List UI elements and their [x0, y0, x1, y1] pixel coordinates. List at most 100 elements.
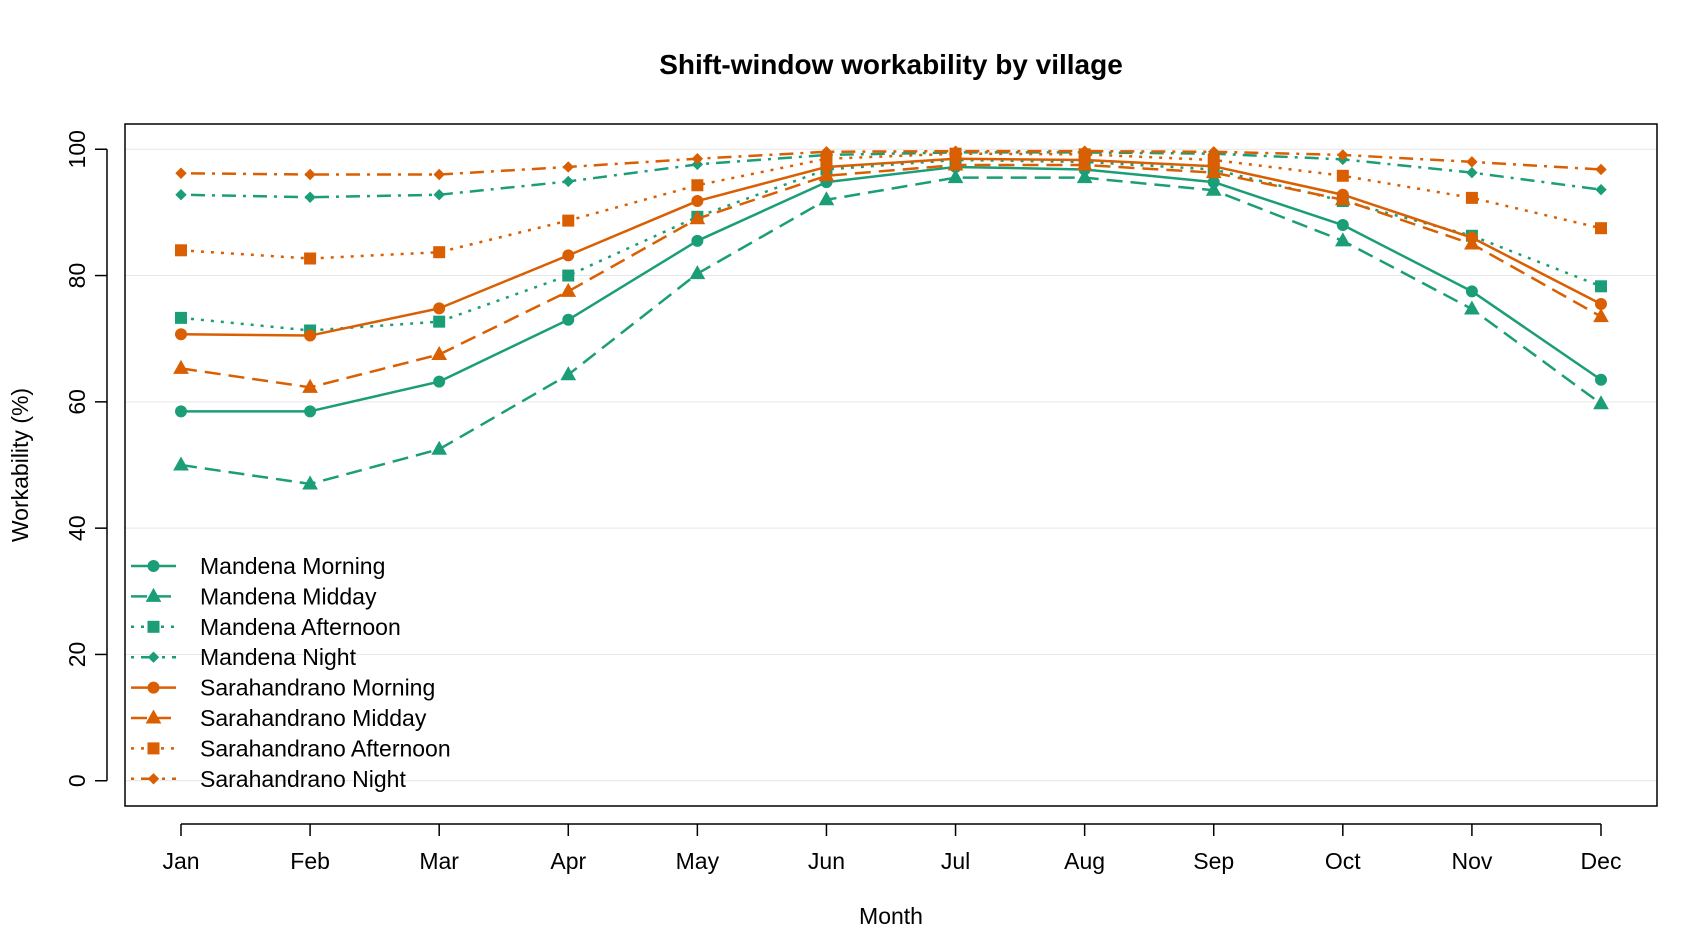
data-point [433, 168, 445, 181]
data-point [562, 175, 574, 188]
data-point [947, 169, 964, 184]
gridlines [125, 148, 1657, 782]
chart-title: Shift-window workability by village [659, 49, 1123, 80]
data-point [1595, 297, 1607, 310]
x-tick-label: Aug [1064, 848, 1105, 874]
legend-swatch-marker [147, 742, 160, 755]
y-tick-label: 100 [64, 130, 90, 168]
y-tick-label: 40 [64, 515, 90, 541]
legend-swatch-marker [147, 620, 160, 633]
x-tick-label: Apr [550, 848, 586, 874]
series-line [180, 151, 1602, 199]
y-tick-label: 20 [64, 642, 90, 668]
series-line [181, 165, 1602, 413]
data-point [175, 189, 187, 201]
data-point [1593, 308, 1609, 323]
data-point [175, 244, 187, 257]
legend-item: Mandena Midday [131, 583, 377, 609]
x-tick-label: Oct [1325, 848, 1361, 874]
x-tick-label: Nov [1451, 848, 1492, 874]
series-line [180, 176, 1602, 486]
series-7 [175, 145, 1607, 181]
x-tick-label: Dec [1581, 848, 1622, 874]
data-point [175, 405, 187, 418]
data-point [1337, 149, 1349, 161]
data-point [1595, 183, 1607, 196]
data-point [175, 167, 187, 179]
data-point [433, 302, 446, 315]
data-point [433, 315, 446, 328]
data-point [1593, 395, 1609, 410]
data-point [1595, 222, 1607, 235]
x-axis-label: Month [859, 903, 923, 929]
data-point [562, 313, 575, 326]
series-5 [173, 156, 1609, 393]
series-4 [175, 152, 1607, 342]
series-0 [175, 160, 1607, 418]
data-point [1464, 300, 1480, 315]
legend-swatch-marker [147, 651, 160, 663]
x-tick-label: Feb [290, 848, 330, 874]
legend-item: Sarahandrano Morning [131, 675, 435, 701]
data-point [689, 210, 706, 225]
data-point [1078, 145, 1091, 157]
data-point [562, 161, 574, 173]
data-point [560, 282, 577, 297]
legend-swatch-marker [147, 681, 160, 694]
data-point [691, 234, 704, 247]
legend-item: Mandena Morning [131, 553, 385, 579]
data-point [304, 252, 317, 265]
y-tick-label: 60 [64, 389, 90, 415]
series-1 [173, 169, 1609, 490]
legend-item: Sarahandrano Afternoon [131, 735, 451, 761]
x-tick-label: Jan [162, 848, 199, 874]
data-point [691, 179, 704, 192]
x-tick-label: Jun [808, 848, 845, 874]
data-point [1465, 285, 1478, 298]
data-point [562, 269, 575, 282]
legend-label: Sarahandrano Midday [200, 705, 427, 731]
legend-label: Sarahandrano Afternoon [200, 735, 451, 761]
legend-item: Mandena Afternoon [131, 614, 401, 640]
legend: Mandena Morning Mandena Midday Mandena Aft… [131, 553, 451, 792]
data-point [433, 375, 446, 388]
data-point [304, 405, 317, 418]
data-point [431, 440, 448, 455]
series-lines [173, 145, 1609, 490]
data-point [1466, 166, 1478, 179]
data-point [947, 156, 964, 171]
data-point [818, 167, 835, 182]
data-point [302, 378, 318, 393]
data-point [304, 329, 317, 342]
data-point [691, 153, 704, 165]
x-tick-label: May [676, 848, 720, 874]
series-line [180, 152, 1602, 260]
data-point [1466, 156, 1478, 168]
data-point [560, 366, 577, 381]
legend-label: Mandena Night [200, 644, 357, 670]
data-point [562, 214, 575, 227]
x-tick-label: Mar [419, 848, 459, 874]
data-point [1595, 373, 1607, 386]
data-point [1208, 146, 1220, 158]
y-axis-label: Workability (%) [7, 388, 33, 542]
legend-swatch-marker [147, 560, 160, 572]
data-point [1336, 169, 1349, 182]
data-point [304, 168, 316, 181]
legend-swatch-marker [145, 587, 162, 602]
data-point [691, 195, 704, 208]
legend-label: Mandena Afternoon [200, 614, 401, 640]
data-point [173, 456, 189, 471]
legend-label: Mandena Midday [200, 583, 377, 609]
series-line [180, 149, 1602, 176]
data-point [1595, 163, 1607, 176]
data-point [1076, 169, 1093, 184]
x-tick-label: Sep [1193, 848, 1234, 874]
data-point [820, 146, 833, 158]
data-point [1464, 235, 1480, 250]
data-point [949, 145, 962, 157]
legend-item: Sarahandrano Midday [131, 705, 427, 731]
data-point [1595, 280, 1607, 293]
series-2 [175, 153, 1607, 337]
series-line [180, 158, 1602, 332]
